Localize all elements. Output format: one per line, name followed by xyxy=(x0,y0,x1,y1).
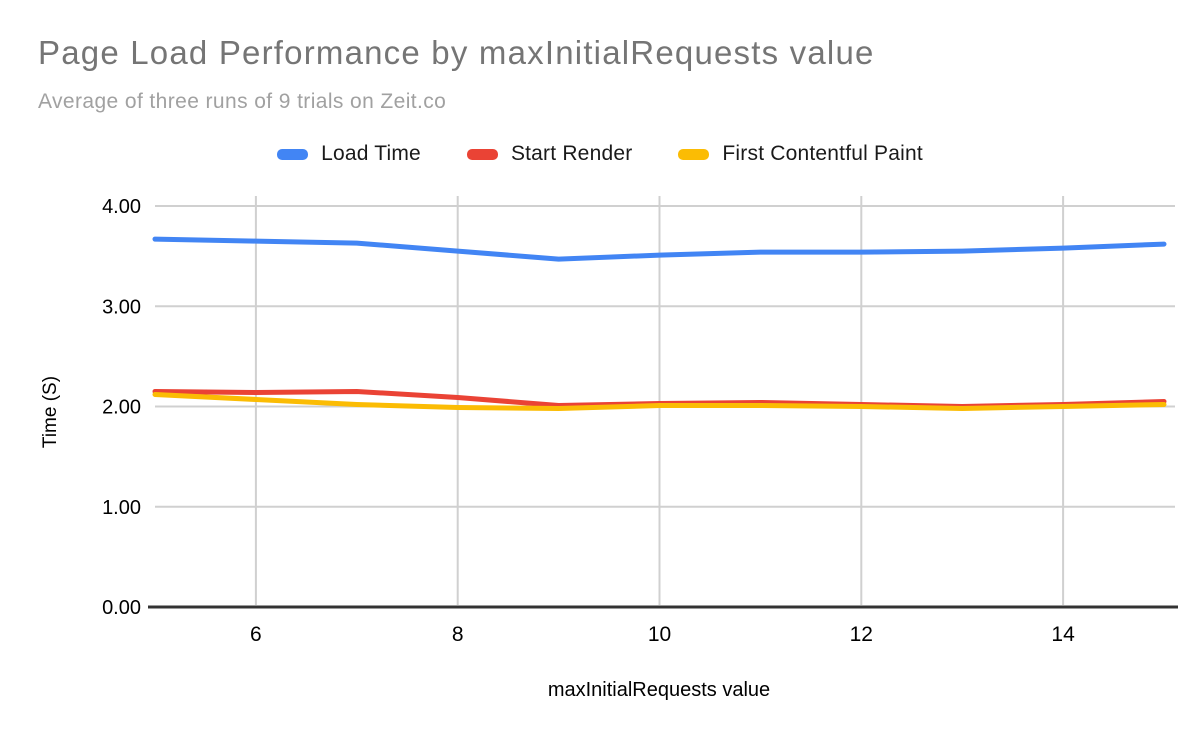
x-tick-label: 10 xyxy=(648,623,671,646)
legend-item-first-contentful-paint: First Contentful Paint xyxy=(678,142,923,166)
start-render-swatch-icon xyxy=(466,148,498,160)
x-tick-label: 6 xyxy=(250,623,262,646)
y-tick-label: 3.00 xyxy=(102,296,141,318)
first-contentful-paint-swatch-icon xyxy=(678,148,710,160)
chart-title: Page Load Performance by maxInitialReque… xyxy=(38,34,875,71)
tick-labels: 0.00 1.00 2.00 3.00 4.00 6 8 10 12 14 xyxy=(102,196,1075,646)
y-tick-label: 2.00 xyxy=(102,397,141,419)
series-lines xyxy=(152,236,1167,412)
x-tick-label: 12 xyxy=(850,623,873,646)
legend-label-start-render: Start Render xyxy=(510,142,633,165)
x-axis-title: maxInitialRequests value xyxy=(547,679,771,701)
y-tick-label: 0.00 xyxy=(102,597,141,619)
load-time-swatch-icon xyxy=(277,148,309,160)
chart-subtitle: Average of three runs of 9 trials on Zei… xyxy=(38,90,447,113)
y-tick-label: 1.00 xyxy=(102,497,141,519)
x-tick-label: 8 xyxy=(452,623,464,646)
series-line-first-contentful-paint xyxy=(152,391,1167,412)
x-tick-label: 14 xyxy=(1051,623,1075,646)
series-line-load-time xyxy=(152,236,1167,262)
legend: Load Time Start Render First Contentful … xyxy=(0,142,1200,166)
y-tick-label: 4.00 xyxy=(102,196,141,218)
y-axis-title: Time (S) xyxy=(40,375,61,449)
legend-item-start-render: Start Render xyxy=(466,142,633,166)
legend-item-load-time: Load Time xyxy=(277,142,421,166)
legend-label-load-time: Load Time xyxy=(321,142,421,165)
legend-label-first-contentful-paint: First Contentful Paint xyxy=(722,142,923,165)
